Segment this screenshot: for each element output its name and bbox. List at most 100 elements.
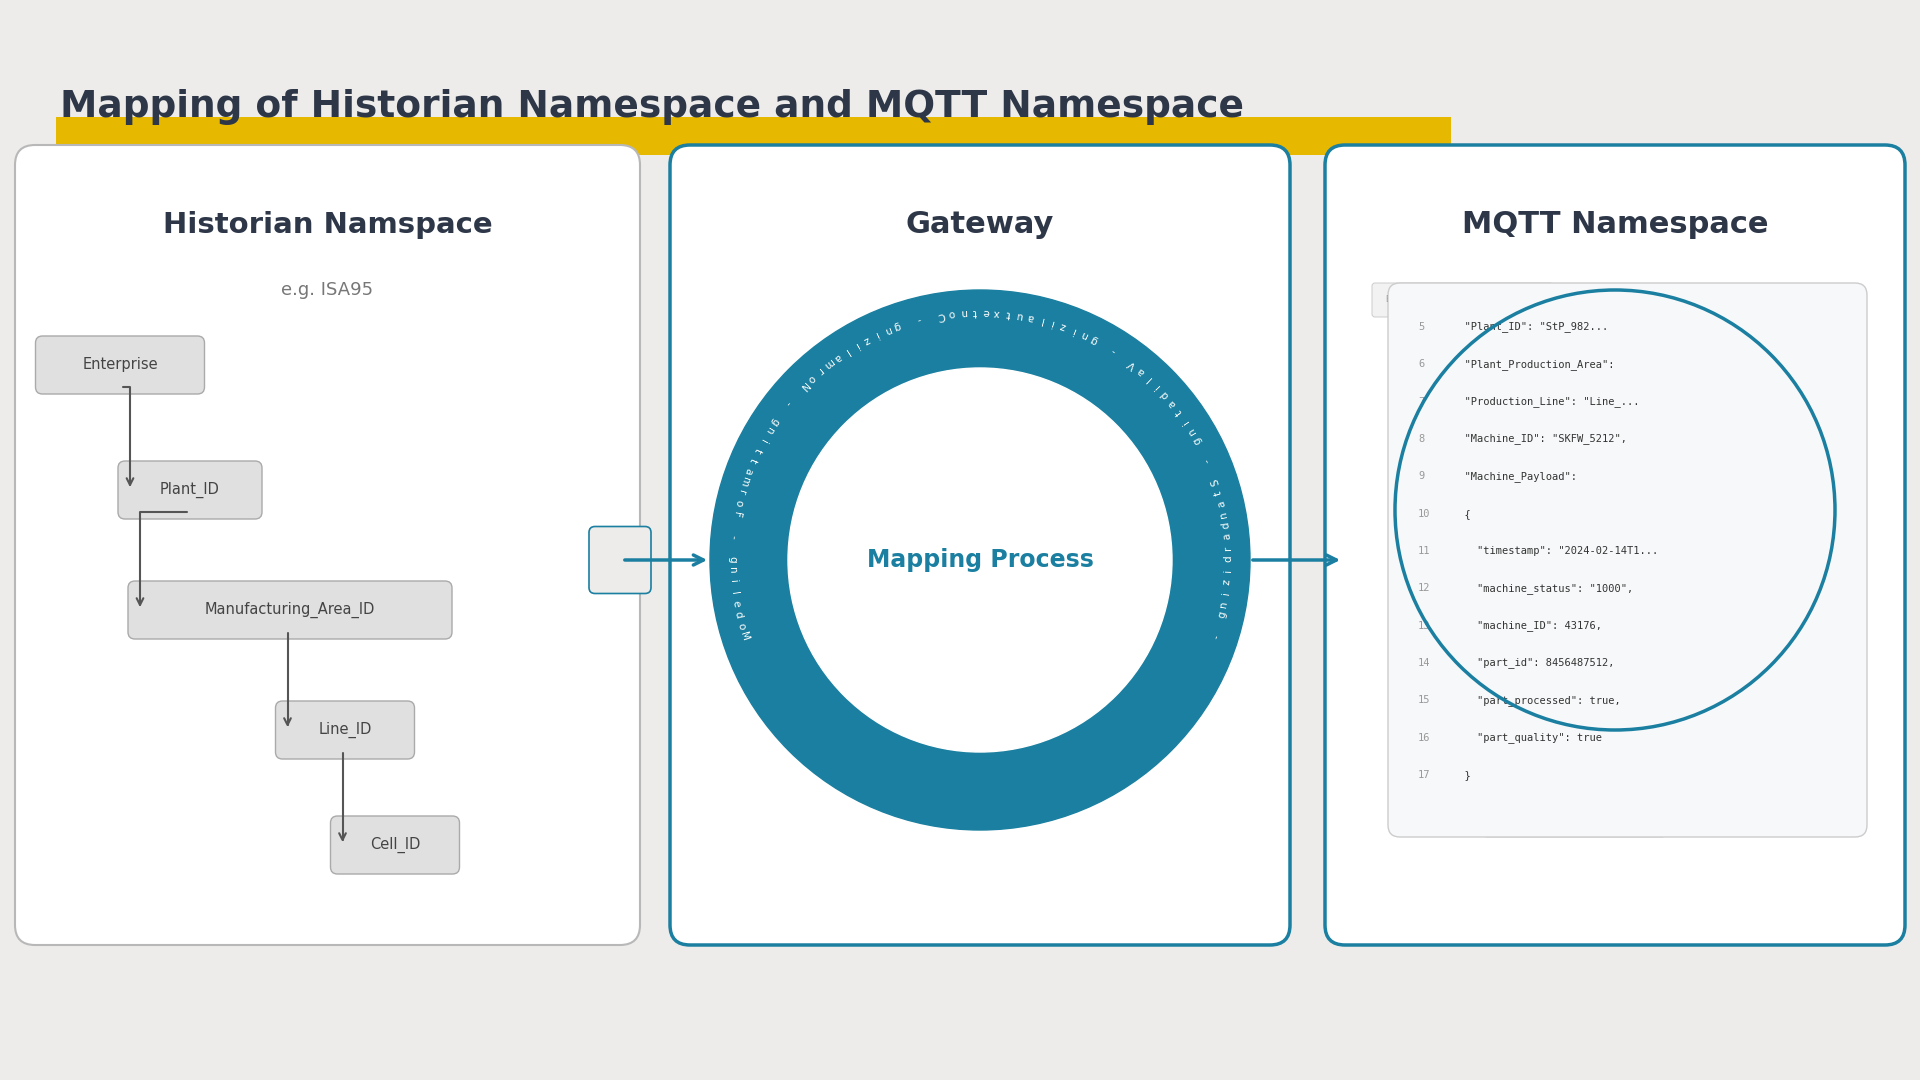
Text: Plant_ID: Plant_ID — [159, 482, 221, 498]
Text: 11: 11 — [1419, 546, 1430, 556]
Text: MQTT Namespace: MQTT Namespace — [1461, 211, 1768, 240]
Text: u: u — [1016, 310, 1023, 321]
Text: Gateway: Gateway — [906, 211, 1054, 240]
Text: Historian Namspace: Historian Namspace — [163, 211, 492, 239]
Text: o: o — [733, 499, 745, 508]
Text: i: i — [1069, 325, 1077, 336]
Text: g: g — [768, 416, 781, 427]
Text: -: - — [1110, 346, 1117, 356]
Text: z: z — [1058, 321, 1068, 332]
FancyBboxPatch shape — [1373, 283, 1553, 318]
Text: "part_id": 8456487512,: "part_id": 8456487512, — [1452, 658, 1615, 669]
Text: 14: 14 — [1419, 658, 1430, 667]
Text: r: r — [735, 489, 747, 496]
Text: 12: 12 — [1419, 583, 1430, 593]
Text: n: n — [762, 426, 774, 436]
Text: n: n — [728, 567, 737, 573]
Text: Raw: Raw — [1498, 764, 1517, 772]
Text: O_ID: O_ID — [1442, 555, 1461, 565]
Text: 7: 7 — [1419, 396, 1425, 407]
Text: "Production_Line": "Line_...: "Production_Line": "Line_... — [1452, 396, 1640, 407]
Text: d: d — [1160, 389, 1171, 401]
FancyBboxPatch shape — [1428, 491, 1609, 525]
Text: d: d — [1223, 556, 1233, 563]
Text: Enterprise: Enterprise — [1384, 296, 1432, 305]
Text: S: S — [1210, 477, 1221, 486]
Text: "machine_ID": 43176,: "machine_ID": 43176, — [1452, 620, 1601, 631]
Text: Mapping Process: Mapping Process — [866, 548, 1092, 572]
Text: m: m — [822, 356, 835, 370]
Text: 10: 10 — [1419, 509, 1430, 518]
Text: e: e — [983, 307, 989, 318]
Text: t: t — [753, 446, 762, 455]
Text: Individual: Individual — [1469, 607, 1513, 617]
FancyBboxPatch shape — [129, 581, 451, 639]
Text: C: C — [937, 310, 945, 321]
Text: d: d — [1219, 522, 1231, 529]
Text: a: a — [743, 467, 755, 476]
Text: r: r — [814, 366, 824, 376]
Text: l: l — [1144, 374, 1154, 383]
Text: 8: 8 — [1419, 434, 1425, 444]
Text: g: g — [893, 321, 902, 332]
Text: t: t — [747, 457, 758, 464]
Text: "Machine_Payload":: "Machine_Payload": — [1452, 471, 1576, 482]
Text: i: i — [1181, 417, 1190, 426]
Text: 15: 15 — [1419, 696, 1430, 705]
Text: 13: 13 — [1419, 621, 1430, 631]
Text: M: M — [737, 631, 751, 643]
Text: o: o — [804, 373, 816, 384]
FancyBboxPatch shape — [330, 816, 459, 874]
Text: n: n — [960, 308, 968, 318]
Text: l: l — [1039, 314, 1044, 325]
FancyBboxPatch shape — [1428, 543, 1609, 577]
Circle shape — [787, 368, 1171, 752]
Text: i: i — [874, 329, 879, 340]
Text: n: n — [1217, 510, 1229, 518]
FancyBboxPatch shape — [1484, 751, 1665, 785]
Text: F: F — [732, 511, 741, 518]
Text: t: t — [972, 307, 977, 318]
Text: i: i — [1221, 591, 1231, 595]
Text: z: z — [862, 334, 872, 346]
Text: "timestamp": "2024-02-14T1...: "timestamp": "2024-02-14T1... — [1452, 546, 1659, 556]
Text: Waste: Waste — [1498, 815, 1524, 824]
Text: }: } — [1452, 770, 1471, 780]
FancyBboxPatch shape — [275, 701, 415, 759]
Text: a: a — [1135, 365, 1146, 377]
Text: a: a — [1025, 312, 1035, 323]
Text: l: l — [730, 591, 739, 595]
Text: Cell_ID: Cell_ID — [371, 837, 420, 853]
Text: Line_ID: Line_ID — [319, 721, 372, 738]
Text: g: g — [1089, 334, 1098, 346]
Text: 17: 17 — [1419, 770, 1430, 780]
Text: o: o — [948, 308, 956, 319]
Text: 5: 5 — [1419, 322, 1425, 332]
Text: g: g — [728, 556, 737, 563]
Text: t: t — [1173, 407, 1185, 417]
FancyBboxPatch shape — [1388, 283, 1866, 837]
Text: O_Area_ID: O_Area_ID — [1413, 451, 1459, 460]
Text: i: i — [1223, 568, 1233, 572]
Text: a: a — [1221, 532, 1233, 540]
Text: l: l — [843, 346, 851, 356]
Text: GEE: GEE — [1498, 712, 1515, 720]
Text: {: { — [1452, 509, 1471, 518]
Text: "Machine_ID": "SKFW_5212",: "Machine_ID": "SKFW_5212", — [1452, 433, 1626, 445]
Text: Munich_Plant_ID: Munich_Plant_ID — [1442, 400, 1515, 408]
Text: t: t — [1006, 309, 1010, 319]
Text: Enterprise: Enterprise — [83, 357, 157, 373]
Text: x: x — [993, 308, 1000, 318]
Text: "Plant_Production_Area":: "Plant_Production_Area": — [1452, 359, 1615, 369]
Text: V: V — [1125, 357, 1139, 370]
FancyBboxPatch shape — [670, 145, 1290, 945]
FancyBboxPatch shape — [1325, 145, 1905, 945]
Circle shape — [710, 291, 1250, 831]
Text: z: z — [1221, 579, 1233, 584]
Text: Mapping of Historian Namespace and MQTT Namespace: Mapping of Historian Namespace and MQTT … — [60, 89, 1244, 125]
Text: a: a — [1215, 499, 1227, 508]
Text: o: o — [735, 621, 747, 631]
FancyBboxPatch shape — [1455, 595, 1638, 629]
Text: "part_processed": true,: "part_processed": true, — [1452, 694, 1620, 705]
Text: i: i — [758, 436, 768, 444]
